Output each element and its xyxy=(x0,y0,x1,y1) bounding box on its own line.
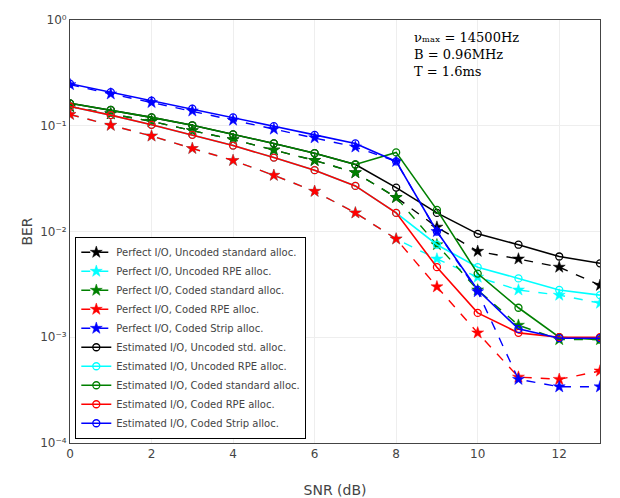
svg-text:Perfect I/O, Coded standard al: Perfect I/O, Coded standard alloc. xyxy=(116,285,284,296)
svg-text:Perfect I/O, Coded Strip alloc: Perfect I/O, Coded Strip alloc. xyxy=(116,323,263,334)
svg-text:Estimated I/O, Uncoded RPE all: Estimated I/O, Uncoded RPE alloc. xyxy=(116,361,286,372)
svg-text:BER: BER xyxy=(19,217,35,245)
svg-text:Estimated I/O, Coded Strip all: Estimated I/O, Coded Strip alloc. xyxy=(116,418,279,429)
svg-text:10⁻¹: 10⁻¹ xyxy=(40,119,67,133)
svg-text:10⁰: 10⁰ xyxy=(47,13,67,27)
svg-text:10: 10 xyxy=(470,447,485,461)
svg-text:Perfect I/O, Uncoded standard: Perfect I/O, Uncoded standard alloc. xyxy=(116,247,296,258)
svg-text:νₘₐₓ = 14500HzB = 0.96MHzT = 1: νₘₐₓ = 14500HzB = 0.96MHzT = 1.6ms xyxy=(414,30,519,79)
svg-text:Estimated I/O, Uncoded std. al: Estimated I/O, Uncoded std. alloc. xyxy=(116,342,286,353)
svg-text:Estimated I/O, Coded RPE alloc: Estimated I/O, Coded RPE alloc. xyxy=(116,399,274,410)
svg-text:0: 0 xyxy=(66,447,74,461)
svg-text:10⁻³: 10⁻³ xyxy=(40,330,67,344)
svg-text:2: 2 xyxy=(148,447,156,461)
svg-text:10⁻⁴: 10⁻⁴ xyxy=(40,436,67,450)
svg-text:12: 12 xyxy=(552,447,567,461)
svg-text:4: 4 xyxy=(229,447,237,461)
svg-text:6: 6 xyxy=(311,447,319,461)
svg-text:8: 8 xyxy=(392,447,400,461)
svg-text:Estimated I/O, Coded standard: Estimated I/O, Coded standard alloc. xyxy=(116,380,299,391)
svg-text:10⁻²: 10⁻² xyxy=(40,225,67,239)
svg-text:Perfect I/O, Uncoded RPE alloc: Perfect I/O, Uncoded RPE alloc. xyxy=(116,266,271,277)
svg-text:SNR (dB): SNR (dB) xyxy=(304,482,367,498)
svg-text:Perfect I/O, Coded RPE alloc.: Perfect I/O, Coded RPE alloc. xyxy=(116,304,259,315)
